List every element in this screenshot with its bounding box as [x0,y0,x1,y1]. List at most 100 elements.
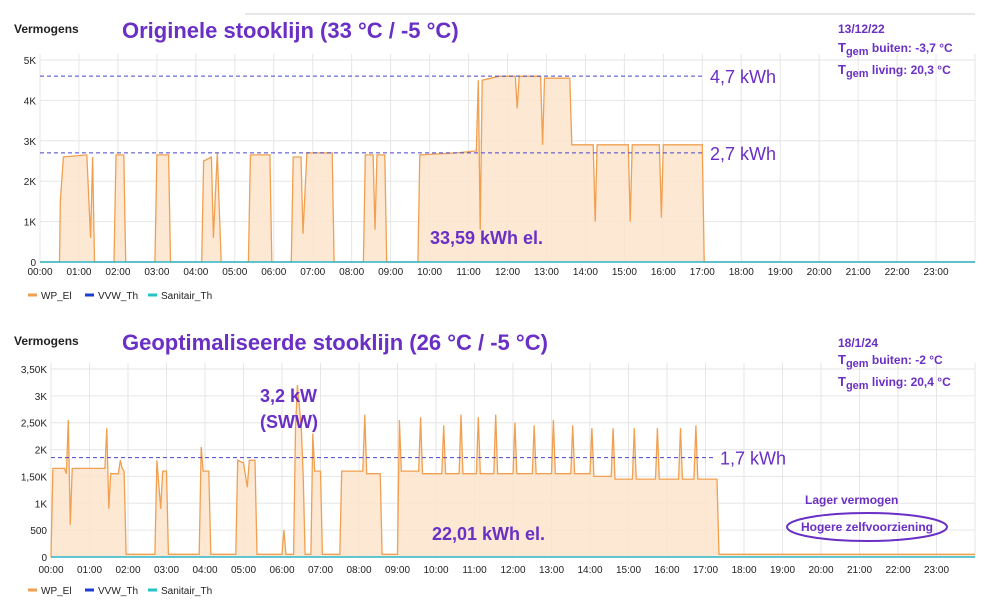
legend-item-label: VVW_Th [98,291,138,302]
y-tick-label: 4K [24,96,37,107]
x-tick-label: 03:00 [144,267,169,278]
y-axis-label: Vermogens [14,22,79,36]
x-tick-label: 13:00 [534,267,559,278]
x-tick-label: 04:00 [192,565,217,576]
info-t-subscript: gem [846,68,869,80]
y-tick-label: 2,50K [21,419,47,430]
x-tick-label: 18:00 [729,267,754,278]
x-tick-label: 14:00 [577,565,602,576]
reference-line-label: 4,7 kWh [710,67,776,87]
x-tick-label: 22:00 [885,565,910,576]
info-outside-temperature: Tgem buiten: -3,7 °C [838,40,953,58]
x-tick-label: 17:00 [693,565,718,576]
x-tick-label: 17:00 [690,267,715,278]
x-tick-label: 14:00 [573,267,598,278]
x-tick-label: 02:00 [105,267,130,278]
info-t-prefix: T [838,352,846,367]
info-outside-temperature-value: buiten: -2 °C [869,353,943,367]
legend-item-label: VVW_Th [98,586,138,597]
y-tick-label: 2K [24,177,37,188]
chart-optimized-stooklijn: 0 500 1K 1,50K 2K 2,50K 3K 3,50K 00:00 01:00 02:00… [14,330,976,597]
x-tick-label: 08:00 [339,267,364,278]
series-area-wp-el [40,76,975,262]
x-tick-label: 05:00 [231,565,256,576]
x-tick-label: 15:00 [616,565,641,576]
legend-item-label: Sanitair_Th [161,586,212,597]
reference-line-label: 2,7 kWh [710,144,776,164]
chart-title: Originele stooklijn (33 °C / -5 °C) [122,18,459,43]
info-outside-temperature-value: buiten: -3,7 °C [869,41,953,55]
callout-self-sufficiency: Hogere zelfvoorziening [801,520,933,534]
note-lower-power: Lager vermogen [805,493,898,507]
x-tick-label: 15:00 [612,267,637,278]
x-tick-label: 08:00 [346,565,371,576]
x-tick-label: 10:00 [423,565,448,576]
x-tick-label: 02:00 [115,565,140,576]
x-tick-label: 06:00 [269,565,294,576]
x-tick-label: 16:00 [651,267,676,278]
x-tick-label: 05:00 [222,267,247,278]
info-t-prefix: T [838,62,846,77]
info-living-temperature-value: living: 20,3 °C [869,63,951,77]
x-tick-label: 12:00 [500,565,525,576]
x-tick-label: 00:00 [27,267,52,278]
y-tick-label: 3,50K [21,365,47,376]
y-tick-label: 1K [24,218,37,229]
x-tick-label: 09:00 [378,267,403,278]
x-tick-label: 19:00 [770,565,795,576]
y-tick-label: 500 [30,526,47,537]
peak-annotation-value: 3,2 kW [260,386,317,406]
x-tick-label: 04:00 [183,267,208,278]
x-tick-label: 12:00 [495,267,520,278]
x-tick-label: 20:00 [807,267,832,278]
legend-item-label: WP_El [41,291,72,302]
info-t-subscript: gem [846,358,869,370]
info-living-temperature: Tgem living: 20,4 °C [838,374,951,392]
y-tick-label: 0 [30,258,36,269]
y-tick-label: 2K [35,446,48,457]
x-tick-label: 20:00 [808,565,833,576]
peak-annotation-source: (SWW) [260,412,318,432]
series-line-wp-el [50,385,975,558]
y-tick-label: 3K [35,392,48,403]
x-tick-label: 18:00 [731,565,756,576]
info-outside-temperature: Tgem buiten: -2 °C [838,352,943,370]
info-living-temperature: Tgem living: 20,3 °C [838,62,951,80]
info-t-prefix: T [838,374,846,389]
legend-item-label: WP_El [41,586,72,597]
series-area-wp-el [51,385,975,557]
y-tick-label: 0 [41,553,47,564]
total-consumption-label: 33,59 kWh el. [430,228,543,248]
x-tick-label: 00:00 [38,565,63,576]
chart-original-stooklijn: 0 1K 2K 3K 4K 5K 00:00 01:00 02:00 03:00 04:00 05:0… [14,18,976,302]
x-tick-label: 03:00 [154,565,179,576]
y-tick-label: 1,50K [21,472,47,483]
y-axis-label: Vermogens [14,334,79,348]
x-tick-label: 23:00 [924,565,949,576]
reference-line-label: 1,7 kWh [720,449,786,469]
x-tick-label: 11:00 [456,267,481,278]
info-date: 18/1/24 [838,336,878,350]
x-tick-label: 01:00 [66,267,91,278]
info-t-subscript: gem [846,46,869,58]
info-t-prefix: T [838,40,846,55]
legend-item-label: Sanitair_Th [161,291,212,302]
x-tick-label: 23:00 [924,267,949,278]
x-tick-label: 07:00 [308,565,333,576]
x-tick-label: 21:00 [846,267,871,278]
x-tick-label: 06:00 [261,267,286,278]
x-tick-label: 19:00 [768,267,793,278]
y-tick-label: 5K [24,56,37,67]
x-tick-label: 01:00 [77,565,102,576]
info-living-temperature-value: living: 20,4 °C [869,375,951,389]
total-consumption-label: 22,01 kWh el. [432,524,545,544]
x-tick-label: 21:00 [847,565,872,576]
x-tick-label: 09:00 [385,565,410,576]
callout-ellipse [786,512,948,542]
y-tick-label: 3K [24,137,37,148]
info-t-subscript: gem [846,380,869,392]
chart-title: Geoptimaliseerde stooklijn (26 °C / -5 °… [122,330,548,355]
x-tick-label: 11:00 [462,565,487,576]
x-tick-label: 10:00 [417,267,442,278]
